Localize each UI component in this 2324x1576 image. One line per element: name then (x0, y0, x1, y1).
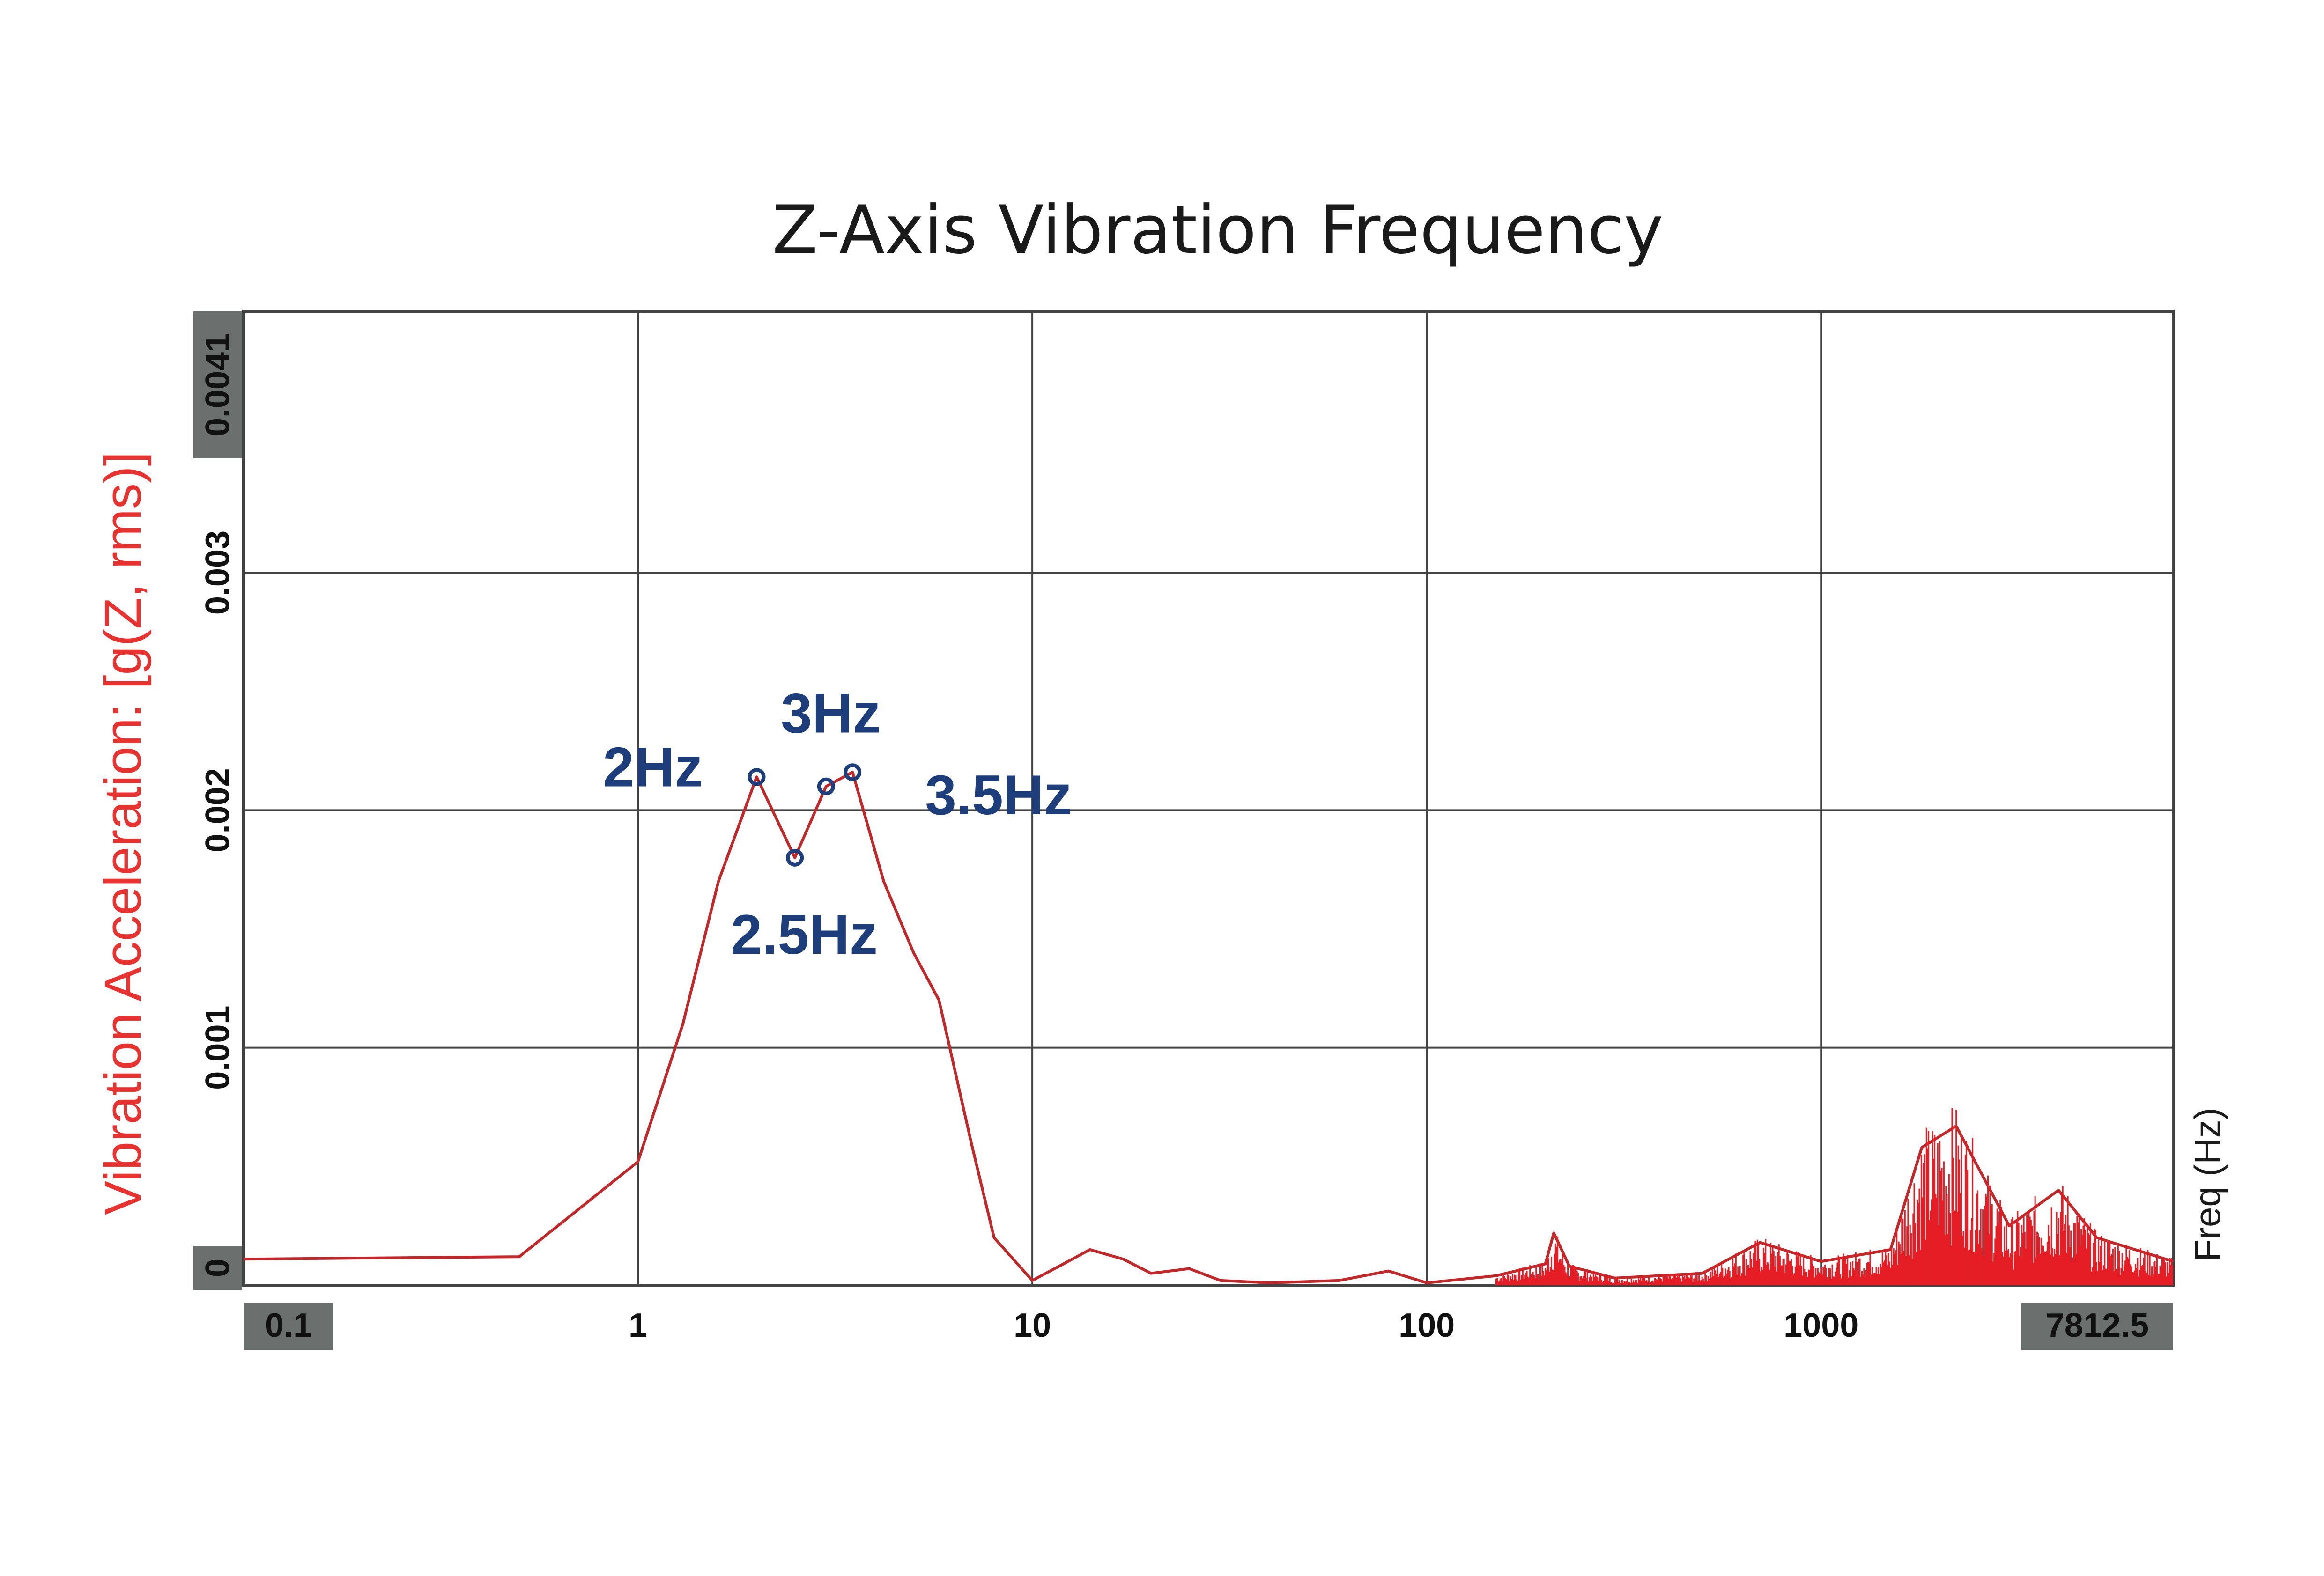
annotation-label: 3.5Hz (925, 764, 1072, 826)
y-tick-label: 0.002 (199, 768, 237, 852)
x-tick-label: 10 (1014, 1307, 1051, 1344)
annotation-label: 3Hz (781, 682, 881, 745)
annotation-marker (817, 777, 835, 795)
chart-title: Z-Axis Vibration Frequency (772, 191, 1663, 269)
y-tick-label: 0 (199, 1259, 237, 1277)
x-tick-label: 0.1 (265, 1307, 312, 1344)
x-tick-box (244, 1303, 333, 1350)
x-tick-label: 1000 (1784, 1307, 1858, 1344)
x-axis-label: Freq (Hz) (2187, 1107, 2228, 1261)
annotation-marker (844, 763, 862, 781)
annotation-label: 2Hz (603, 736, 703, 798)
y-tick-box (193, 311, 242, 458)
x-tick-label: 1 (629, 1307, 647, 1344)
y-tick-label: 0.003 (199, 530, 237, 615)
annotation-label: 2.5Hz (731, 903, 877, 966)
annotation-marker (748, 768, 766, 786)
hf-noise-band (1495, 1108, 2173, 1285)
x-tick-label: 100 (1399, 1307, 1455, 1344)
y-tick-label: 0.001 (199, 1006, 237, 1090)
x-tick-label: 7812.5 (2046, 1307, 2149, 1344)
y-tick-box (193, 1246, 242, 1290)
x-tick-box (2021, 1303, 2173, 1350)
y-tick-label: 0.0041 (199, 333, 237, 436)
annotation-marker (786, 848, 804, 867)
y-axis-label: Vibration Acceleration: [g(Z, rms)] (94, 452, 152, 1215)
plot-frame (242, 310, 2175, 1287)
plot-area: 0.1 1 10 100 1000 7812.5 0 0.001 0.002 0.003 0.004… (193, 310, 2175, 1350)
